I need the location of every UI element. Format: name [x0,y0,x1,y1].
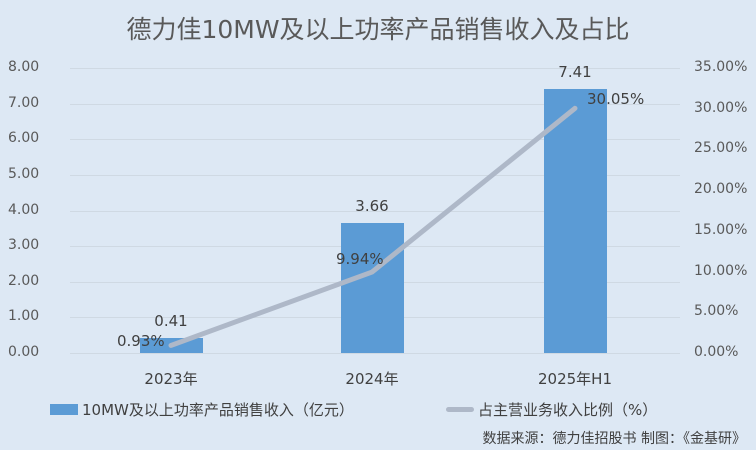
gridline [70,174,680,176]
line-value-label: 0.93% [117,332,165,351]
gridline [70,353,680,354]
chart-title: 德力佳10MW及以上功率产品销售收入及占比 [126,15,630,44]
bar-value-label: 3.66 [355,196,389,215]
line-value-label: 9.94% [336,250,384,269]
y-right-tick: 25.00% [694,140,748,157]
bar-1 [340,222,404,353]
gridline [70,210,680,212]
y-left-tick: 0.00 [8,344,40,360]
line-swatch-icon [446,407,474,412]
y-left-tick: 1.00 [8,308,40,325]
x-tick: 2023年 [144,370,198,388]
bar-value-label: 7.41 [558,63,592,82]
legend-item-ratio: 占主营业务收入比例（%） [446,399,657,420]
gridline [70,139,680,141]
gridline [70,103,680,105]
bar-swatch-icon [50,404,78,415]
gridline [70,68,680,69]
bar-value-label: 0.41 [154,312,188,331]
legend-label-revenue: 10MW及以上功率产品销售收入（亿元） [82,401,354,419]
y-left-tick: 2.00 [8,272,40,289]
y-left-tick: 4.00 [8,201,40,218]
legend: 10MW及以上功率产品销售收入（亿元） 占主营业务收入比例（%） [0,399,756,419]
y-right-tick: 30.00% [694,99,748,116]
legend-label-ratio: 占主营业务收入比例（%） [478,401,658,419]
y-right-tick: 10.00% [694,262,748,279]
y-right-tick: 0.00% [694,344,739,360]
line-value-label: 30.05% [587,90,645,109]
y-left-tick: 7.00 [8,94,40,111]
data-source-note: 数据来源：德力佳招股书 制图：《金基研》 [482,431,746,447]
x-tick: 2025年H1 [538,370,612,388]
y-left-tick: 8.00 [8,59,40,75]
x-tick: 2024年 [345,370,399,388]
y-right-tick: 5.00% [694,303,739,320]
y-left-tick: 3.00 [8,237,40,254]
bar-2 [543,89,607,353]
y-right-tick: 20.00% [694,181,748,198]
y-right-tick: 15.00% [694,221,748,238]
y-left-tick: 5.00 [8,165,40,182]
y-left-tick: 6.00 [8,130,40,147]
y-right-tick: 35.00% [694,59,748,75]
legend-item-revenue: 10MW及以上功率产品销售收入（亿元） [50,399,354,420]
